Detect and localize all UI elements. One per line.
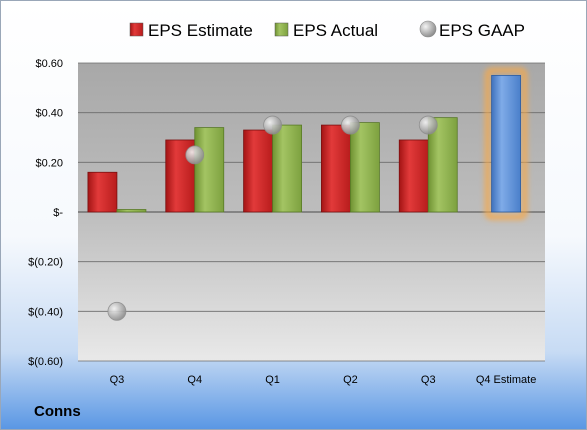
company-name: Conns <box>34 403 81 420</box>
eps-actual-bar <box>427 117 458 213</box>
x-axis: Q3 Q4 Q1 Q2 Q3 Q4 Estimate <box>110 374 537 386</box>
estimate-glow <box>485 67 528 220</box>
legend-marker <box>419 20 437 38</box>
eps-gaap-marker <box>341 115 360 135</box>
eps-actual-bar <box>194 127 225 213</box>
y-tick-label: $(0.40) <box>28 306 63 318</box>
eps-actual-bar <box>272 124 302 213</box>
eps-gaap-marker <box>185 145 205 165</box>
eps-gaap-marker <box>107 301 127 321</box>
y-tick-label: $0.40 <box>35 108 63 120</box>
eps-actual-bar <box>116 209 147 213</box>
eps-actual-bar <box>350 122 380 213</box>
legend-swatch <box>129 22 144 37</box>
eps-gaap-marker <box>418 115 438 135</box>
eps-estimate-bar <box>243 129 273 213</box>
eps-gaap-marker <box>263 115 282 135</box>
legend: EPS Estimate EPS Actual EPS GAAP <box>129 20 525 40</box>
y-tick-label: $0.60 <box>35 58 63 70</box>
legend-label: EPS Actual <box>293 21 378 40</box>
legend-swatch <box>274 22 289 37</box>
y-tick-label: $0.20 <box>35 157 63 169</box>
eps-estimate-bar <box>87 171 118 213</box>
y-axis: $0.60 $0.40 $0.20 $- $(0.20) $(0.40) $(0.60) <box>28 58 63 368</box>
y-tick-label: $(0.20) <box>28 257 63 269</box>
x-tick-label: Q4 Estimate <box>476 374 537 386</box>
eps-estimate-bar <box>321 124 351 213</box>
bars <box>87 67 528 220</box>
x-tick-label: Q3 <box>421 374 436 386</box>
x-tick-label: Q3 <box>110 374 125 386</box>
x-tick-label: Q1 <box>265 374 280 386</box>
x-tick-label: Q4 <box>187 374 202 386</box>
eps-estimate-bar <box>398 139 429 213</box>
x-tick-label: Q2 <box>343 374 358 386</box>
eps-estimate-q4-bar <box>491 75 521 213</box>
legend-label: EPS Estimate <box>148 21 253 40</box>
y-tick-label: $- <box>53 207 63 219</box>
gridlines <box>78 62 545 362</box>
y-tick-label: $(0.60) <box>28 356 63 368</box>
legend-label: EPS GAAP <box>439 21 525 40</box>
gaap-markers <box>107 115 438 321</box>
